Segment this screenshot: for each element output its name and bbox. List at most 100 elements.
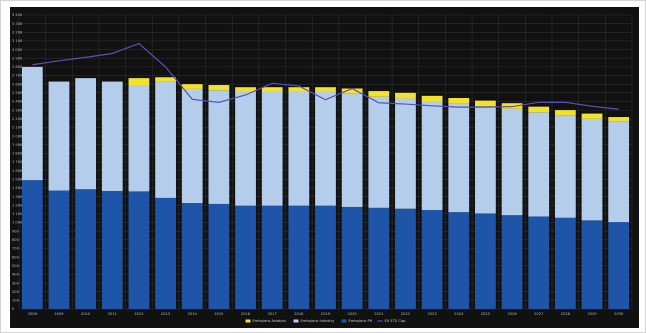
bar-emissions-aviation <box>341 88 363 94</box>
x-tick-label: 2023 <box>428 312 437 316</box>
bar-emissions-aviation <box>155 77 176 82</box>
y-tick-label: 1 700 <box>12 160 23 164</box>
y-tick-label: 3 100 <box>12 39 23 43</box>
bar-emissions-industry <box>288 91 310 206</box>
bar-emissions-industry <box>235 91 256 206</box>
legend-swatch <box>341 319 347 323</box>
bar-emissions-aviation <box>608 117 630 122</box>
y-tick-label: 200 <box>12 290 20 294</box>
bar-emissions-ph <box>475 213 496 309</box>
x-tick-label: 2028 <box>561 312 571 316</box>
y-tick-label: 400 <box>12 273 20 277</box>
bar-emissions-ph <box>528 216 550 309</box>
y-tick-label: 3 200 <box>12 30 23 34</box>
y-tick-label: 1 300 <box>12 195 23 199</box>
bar-emissions-aviation <box>501 103 523 109</box>
bar-emissions-industry <box>341 93 363 207</box>
bar-emissions-aviation <box>181 84 203 89</box>
bar-emissions-industry <box>261 91 283 206</box>
bar-emissions-ph <box>581 220 603 309</box>
bars <box>21 66 630 309</box>
legend-label: Emissions Industry <box>301 319 336 323</box>
bar-emissions-ph <box>261 205 283 309</box>
bar-emissions-industry <box>581 118 603 221</box>
x-tick-label: 2025 <box>481 312 490 316</box>
x-tick-label: 2010 <box>81 312 91 316</box>
bar-emissions-ph <box>101 190 123 309</box>
bar-emissions-aviation <box>235 87 256 92</box>
bar-emissions-aviation <box>208 85 230 91</box>
y-tick-label: 2 100 <box>12 126 23 130</box>
y-tick-label: 2 200 <box>12 117 23 121</box>
x-tick-label: 2008 <box>28 312 38 316</box>
bar-emissions-ph <box>341 206 363 309</box>
y-tick-label: 3 300 <box>12 22 23 26</box>
bar-emissions-ph <box>608 222 630 309</box>
x-tick-label: 2014 <box>188 312 198 316</box>
y-tick-label: 2 500 <box>12 91 23 95</box>
y-tick-label: 1 900 <box>12 143 23 147</box>
bar-emissions-aviation <box>554 110 576 116</box>
y-tick-label: 2 800 <box>12 65 23 69</box>
y-tick-label: 800 <box>12 238 20 242</box>
x-tick-label: 2016 <box>241 312 251 316</box>
bar-emissions-industry <box>554 115 576 218</box>
x-tick-label: 2022 <box>401 312 410 316</box>
bar-emissions-ph <box>128 191 150 309</box>
bar-emissions-industry <box>368 96 390 208</box>
bar-emissions-aviation <box>528 106 550 113</box>
y-tick-label: 500 <box>12 264 20 268</box>
cap-line <box>32 42 619 110</box>
bar-emissions-ph <box>501 215 523 309</box>
y-tick-label: 3 000 <box>12 48 23 52</box>
bar-emissions-aviation <box>475 100 496 107</box>
y-tick-label: 1 000 <box>12 221 23 225</box>
legend-swatch <box>245 319 251 323</box>
x-tick-label: 2013 <box>161 312 170 316</box>
x-tick-label: 2020 <box>348 312 358 316</box>
y-tick-label: 2 700 <box>12 74 23 78</box>
line-eu-ets-cap <box>32 42 619 110</box>
bar-emissions-ph <box>554 217 576 309</box>
x-tick-label: 2030 <box>614 312 624 316</box>
x-tick-label: 2027 <box>534 312 543 316</box>
bar-emissions-industry <box>608 121 630 223</box>
bar-emissions-ph <box>181 203 203 309</box>
y-tick-label: 600 <box>12 255 20 259</box>
bar-emissions-ph <box>448 212 470 309</box>
x-tick-label: 2019 <box>321 312 331 316</box>
bar-emissions-ph <box>421 209 443 309</box>
bar-emissions-aviation <box>395 92 416 99</box>
y-tick-label: 2 900 <box>12 56 23 60</box>
bar-emissions-ph <box>315 205 336 309</box>
bar-emissions-ph <box>21 180 43 309</box>
y-tick-label: 1 400 <box>12 186 23 190</box>
legend-label: Emissions Aviation <box>253 319 286 323</box>
bar-emissions-industry <box>501 108 523 216</box>
y-tick-label: 900 <box>12 229 20 233</box>
y-tick-label: 300 <box>12 281 20 285</box>
y-tick-label: 1 600 <box>12 169 23 173</box>
y-axis: 0 100 200 300 400 500 600 700 800 900 1 000 1 100 1 … <box>12 13 23 311</box>
y-tick-label: 1 500 <box>12 177 23 181</box>
bar-emissions-ph <box>395 208 416 309</box>
bar-emissions-industry <box>155 81 176 198</box>
x-tick-label: 2018 <box>294 312 304 316</box>
bar-emissions-aviation <box>368 91 390 97</box>
x-tick-label: 2029 <box>587 312 597 316</box>
y-tick-label: 3 400 <box>12 13 23 17</box>
bar-emissions-aviation <box>421 95 443 102</box>
bar-emissions-industry <box>528 112 550 217</box>
bar-emissions-ph <box>48 190 70 309</box>
y-tick-label: 2 600 <box>12 82 23 86</box>
x-tick-label: 2011 <box>108 312 117 316</box>
legend: Emissions Aviation Emissions Industry Emis… <box>245 319 406 323</box>
bar-emissions-industry <box>21 66 43 181</box>
bar-emissions-industry <box>48 81 70 191</box>
y-tick-label: 0 <box>12 307 15 311</box>
bar-emissions-industry <box>208 90 230 204</box>
bar-emissions-industry <box>181 88 203 204</box>
bar-emissions-ph <box>208 203 230 309</box>
bar-emissions-aviation <box>581 113 603 119</box>
